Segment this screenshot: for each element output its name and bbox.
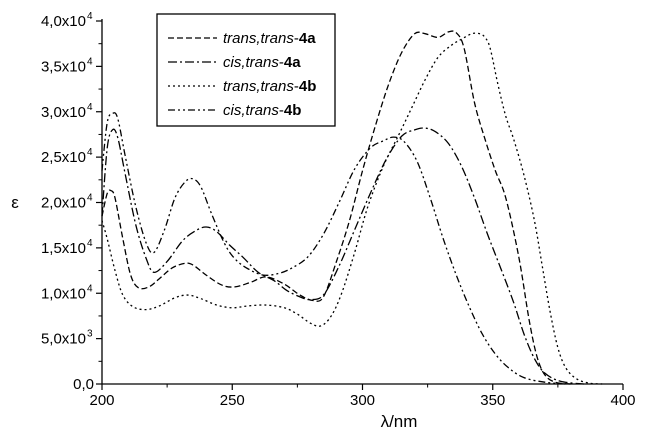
legend-label-bold: 4b: [284, 102, 302, 119]
legend-label-italic: cis,trans: [223, 54, 279, 71]
legend-label-italic: trans,trans: [223, 78, 294, 95]
legend-label-italic: cis,trans: [223, 102, 279, 119]
y-tick-exponent: 4: [87, 102, 93, 113]
series-line-3: [101, 32, 603, 385]
legend-label-bold: 4a: [299, 30, 316, 47]
legend-label-hyphen: -: [294, 78, 299, 95]
y-tick-label: 2,5x10: [41, 149, 86, 166]
y-tick-exponent: 4: [87, 283, 93, 294]
legend-label-hyphen: -: [279, 102, 284, 119]
legend: trans,trans-4acis,trans-4atrans,trans-4b…: [156, 13, 336, 127]
x-axis-ticks: 200 250 300 350 400: [89, 384, 636, 409]
legend-label: cis,trans-4b: [223, 102, 301, 119]
y-tick-exponent: 4: [87, 11, 93, 22]
legend-label-bold: 4b: [299, 78, 317, 95]
x-tick-label: 200: [89, 392, 114, 409]
x-tick-label: 350: [480, 392, 505, 409]
series-line-2: [101, 127, 584, 385]
x-tick-label: 250: [220, 392, 245, 409]
x-axis-label: λ/nm: [381, 412, 418, 431]
y-tick-label: 3,0x10: [41, 104, 86, 121]
series-line-4: [101, 112, 566, 385]
y-tick-exponent: 4: [87, 56, 93, 67]
y-tick-label: 3,5x10: [41, 58, 86, 75]
legend-label: trans,trans-4a: [223, 30, 316, 47]
legend-label-bold: 4a: [284, 54, 301, 71]
y-tick-exponent: 4: [87, 193, 93, 204]
legend-label: cis,trans-4a: [223, 54, 301, 71]
y-tick-exponent: 4: [87, 147, 93, 158]
y-tick-label: 4,0x10: [41, 13, 86, 30]
y-tick-exponent: 4: [87, 238, 93, 249]
y-tick-label: 0,0: [73, 376, 94, 393]
y-tick-label: 1,5x10: [41, 240, 86, 257]
x-tick-label: 400: [610, 392, 635, 409]
legend-box: [156, 13, 336, 127]
legend-label-hyphen: -: [279, 54, 284, 71]
y-axis-ticks: 0,05,0x10 31,0x10 41,5x10 42,0x10 42,5x10 43,…: [41, 11, 102, 393]
series-layer: [101, 30, 603, 385]
y-tick-exponent: 3: [87, 329, 93, 340]
legend-label-italic: trans,trans: [223, 30, 294, 47]
legend-label: trans,trans-4b: [223, 78, 316, 95]
x-tick-label: 300: [350, 392, 375, 409]
y-tick-label: 2,0x10: [41, 195, 86, 212]
y-axis-label: ε: [11, 193, 19, 212]
y-tick-label: 1,0x10: [41, 285, 86, 302]
legend-label-hyphen: -: [294, 30, 299, 47]
y-tick-label: 5,0x10: [41, 331, 86, 348]
series-line-1: [101, 30, 571, 385]
